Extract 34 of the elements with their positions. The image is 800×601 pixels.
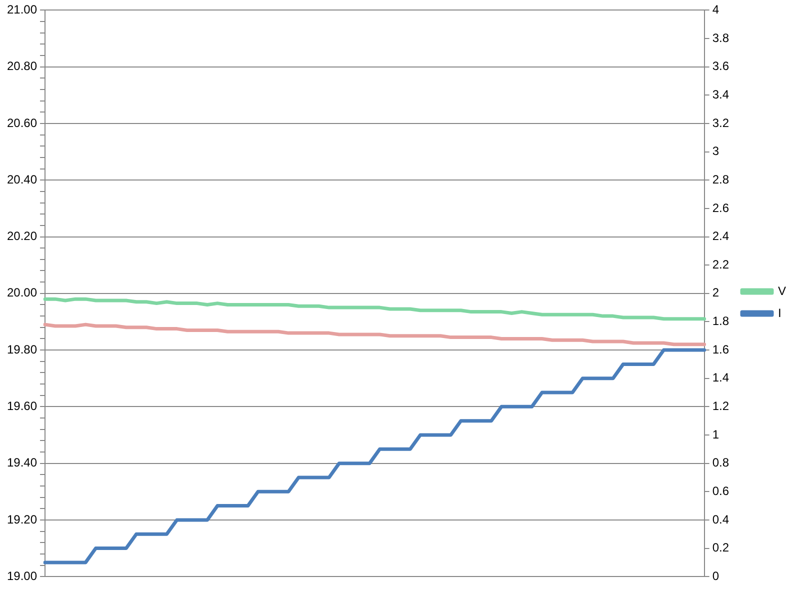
y-tick-label: 19.80: [7, 342, 38, 356]
legend-label: I: [778, 306, 782, 320]
legend-label: V: [778, 284, 786, 298]
y2-tick-label: 2.6: [712, 200, 730, 215]
y-tick-label: 20.80: [7, 59, 38, 74]
y2-tick-label: 3.8: [712, 30, 730, 45]
y-tick-label: 20.00: [7, 286, 38, 300]
y2-tick-label: 1.6: [712, 342, 730, 356]
y2-tick-label: 2.2: [712, 257, 730, 272]
y2-tick-label: 3.6: [712, 59, 730, 74]
y-tick-label: 19.20: [7, 512, 38, 526]
y2-tick-label: 1: [712, 427, 720, 442]
y-tick-label: 19.60: [7, 398, 38, 413]
y-tick-label: 19.00: [7, 568, 38, 583]
y-tick-label: 20.40: [7, 172, 38, 186]
y-tick-label: 21.00: [7, 2, 38, 17]
y2-tick-label: 0.4: [712, 512, 730, 526]
y2-tick-label: 2: [712, 286, 720, 300]
y2-tick-label: 0.8: [712, 456, 730, 470]
y2-tick-label: 3.4: [712, 87, 730, 102]
y2-tick-label: 0: [712, 568, 720, 583]
y2-tick-label: 3: [712, 144, 720, 158]
y2-tick-label: 3.2: [712, 116, 730, 130]
y2-tick-label: 1.8: [712, 314, 730, 328]
y2-tick-label: 2.4: [712, 229, 730, 244]
y2-tick-label: 4: [712, 2, 720, 17]
y-tick-label: 19.40: [7, 456, 38, 470]
y2-tick-label: 0.2: [712, 540, 730, 555]
y2-tick-label: 1.2: [712, 398, 730, 413]
y2-tick-label: 0.6: [712, 484, 730, 498]
y2-tick-label: 2.8: [712, 172, 730, 186]
y2-tick-label: 1.4: [712, 370, 730, 385]
y-tick-label: 20.60: [7, 116, 38, 130]
y-tick-label: 20.20: [7, 229, 38, 244]
